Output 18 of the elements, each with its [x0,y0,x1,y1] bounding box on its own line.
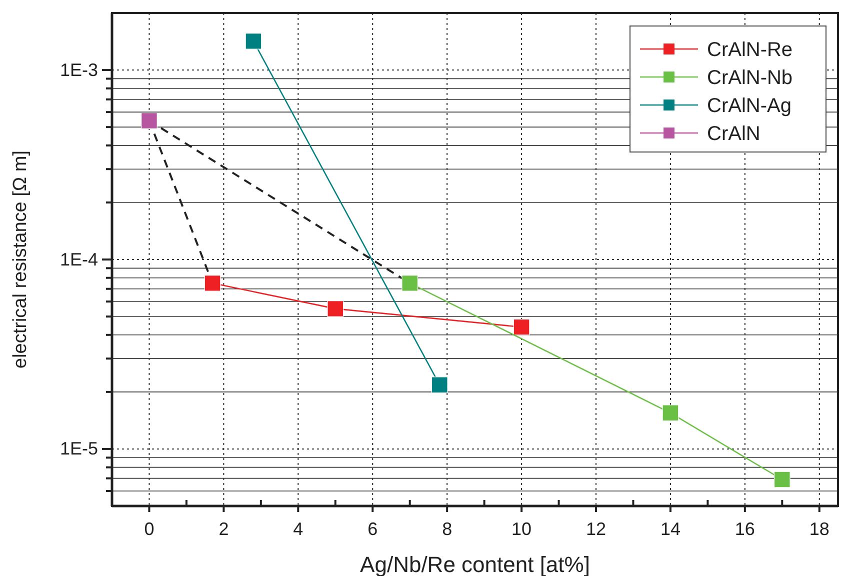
y-axis-title: electrical resistance [Ω m] [10,150,31,368]
x-tick-label: 10 [512,518,532,539]
x-tick-label: 4 [293,518,304,539]
x-tick-label: 18 [809,518,830,539]
x-tick-label: 12 [586,518,606,539]
y-tick-label: 1E-4 [60,249,98,270]
x-tick-label: 6 [368,518,378,539]
x-tick-label: 0 [144,518,154,539]
y-tick-label: 1E-5 [60,438,98,459]
legend-label: CrAlN-Nb [707,67,793,89]
x-tick-label: 8 [442,518,452,539]
legend-label: CrAlN-Re [707,39,793,61]
x-tick-label: 2 [218,518,229,539]
x-tick-label: 16 [734,518,755,539]
legend-label: CrAlN-Ag [707,95,792,117]
x-tick-label: 14 [660,518,680,539]
y-tick-label: 1E-3 [60,60,98,80]
legend-label: CrAlN [707,123,760,145]
